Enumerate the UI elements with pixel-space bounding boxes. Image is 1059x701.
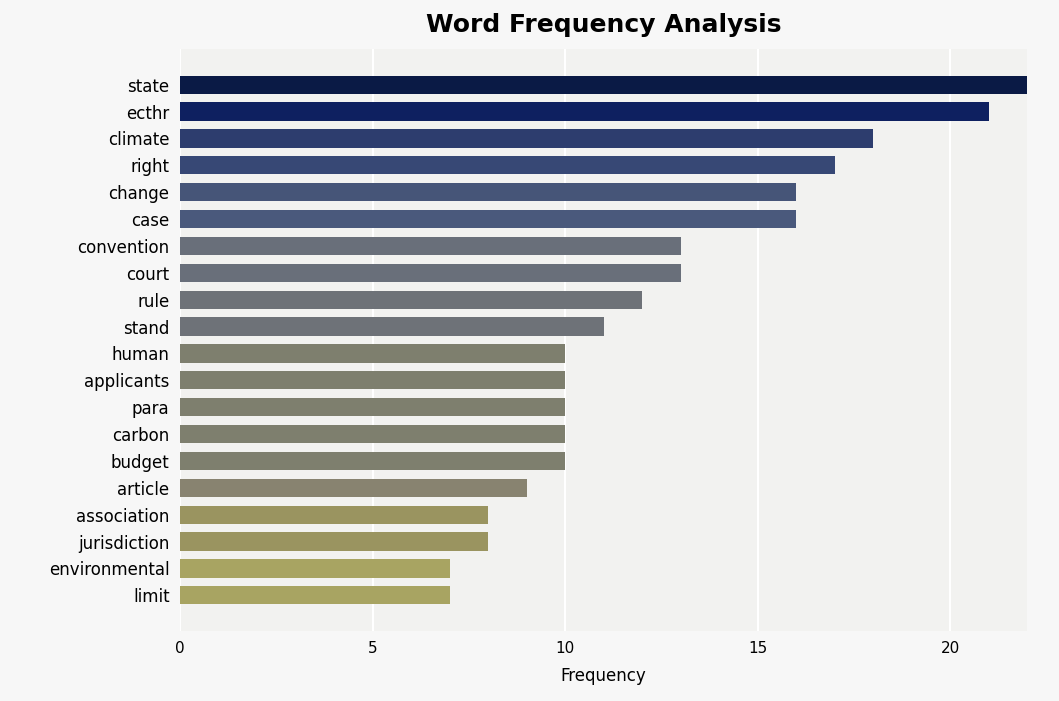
Bar xyxy=(180,425,566,443)
Bar xyxy=(180,76,1059,94)
Bar xyxy=(180,505,488,524)
Bar xyxy=(180,183,796,201)
Bar xyxy=(180,237,681,255)
Bar xyxy=(180,398,566,416)
Bar xyxy=(180,371,566,390)
Bar xyxy=(180,586,450,604)
Title: Word Frequency Analysis: Word Frequency Analysis xyxy=(426,13,782,37)
Bar xyxy=(180,533,488,551)
Bar xyxy=(180,210,796,229)
Bar xyxy=(180,129,874,147)
X-axis label: Frequency: Frequency xyxy=(561,667,646,685)
Bar xyxy=(180,264,681,282)
Bar xyxy=(180,290,642,309)
Bar xyxy=(180,344,566,362)
Bar xyxy=(180,318,604,336)
Bar xyxy=(180,559,450,578)
Bar xyxy=(180,479,526,497)
Bar xyxy=(180,451,566,470)
Bar xyxy=(180,102,989,121)
Bar xyxy=(180,156,834,175)
